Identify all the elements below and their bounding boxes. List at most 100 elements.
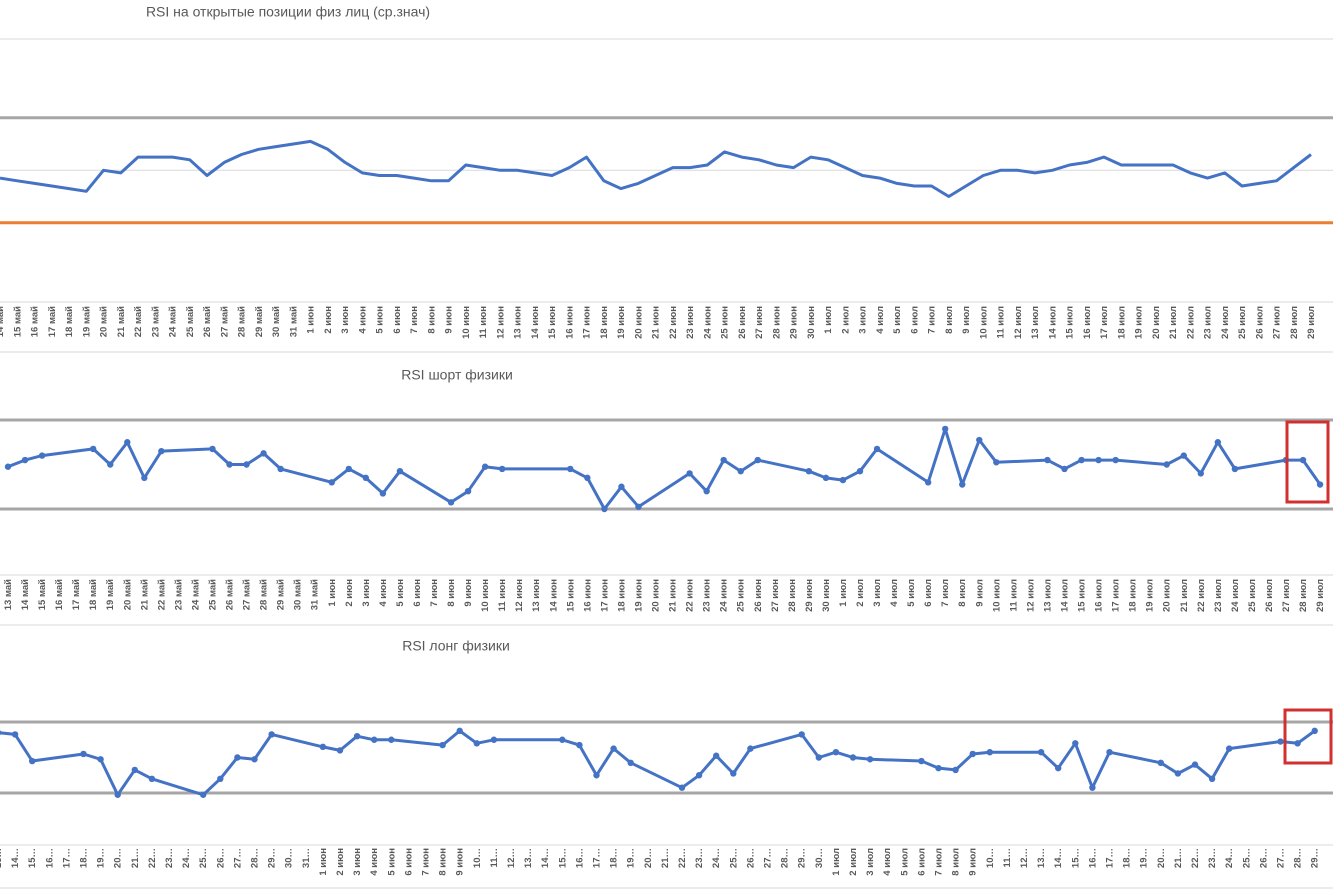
data-point <box>1037 748 1045 756</box>
data-point <box>918 757 925 765</box>
x-tick-label: 31 май <box>310 579 321 610</box>
data-point <box>319 743 327 751</box>
chart-title: RSI шорт физики <box>401 367 513 383</box>
x-tick-label: 10… <box>472 848 483 868</box>
x-tick-label: 10 июл <box>978 306 989 339</box>
x-tick-label: 21 июл <box>1168 306 1179 339</box>
x-tick-label: 24 июл <box>1220 306 1231 339</box>
data-point <box>1157 759 1165 767</box>
data-point <box>1208 775 1216 782</box>
data-point <box>97 756 104 763</box>
x-tick-label: 13… <box>523 848 534 868</box>
x-tick-label: 12 июн <box>495 306 506 339</box>
x-tick-label: 28… <box>780 848 791 868</box>
data-point <box>29 757 36 765</box>
x-tick-label: 16 июн <box>582 579 593 612</box>
x-tick-label: 18 июл <box>1116 306 1127 339</box>
x-tick-label: 18 май <box>88 579 99 610</box>
data-point <box>610 745 617 752</box>
x-tick-label: 24 май <box>168 306 179 337</box>
x-tick-label: 13 июл <box>1030 306 1041 339</box>
x-tick-label: 2 июл <box>848 848 859 876</box>
x-tick-label: 5 июл <box>892 306 903 334</box>
data-point <box>567 465 574 473</box>
data-point <box>720 456 727 464</box>
data-point <box>251 756 258 763</box>
x-tick-label: 27 июн <box>754 306 765 339</box>
data-point <box>498 465 506 473</box>
data-point <box>584 474 591 482</box>
data-point <box>1061 465 1068 473</box>
x-tick-label: 10 июл <box>991 579 1002 612</box>
data-point <box>277 465 284 473</box>
x-tick-label: 16 июл <box>1082 306 1093 339</box>
x-tick-label: 30 июн <box>806 306 817 339</box>
x-tick-label: 5 июн <box>375 306 386 334</box>
data-point <box>747 745 754 752</box>
data-point <box>993 459 1000 466</box>
x-tick-label: 22… <box>1190 848 1201 868</box>
data-point <box>969 750 976 758</box>
x-tick-label: 7 июл <box>940 579 951 607</box>
x-tick-label: 8 июн <box>426 306 437 334</box>
data-point <box>798 731 805 738</box>
data-point <box>260 450 267 457</box>
x-tick-label: 1 июн <box>327 579 338 607</box>
x-tick-label: 27 июн <box>770 579 781 612</box>
data-point <box>447 499 455 506</box>
data-point <box>959 481 966 488</box>
x-tick-label: 26 июл <box>1264 579 1275 612</box>
x-tick-label: 15 июл <box>1077 579 1088 612</box>
x-tick-label: 19 май <box>105 579 116 610</box>
x-tick-label: 26… <box>1258 848 1269 868</box>
x-tick-label: 28 май <box>237 306 248 337</box>
data-point <box>268 731 275 738</box>
x-tick-label: 23… <box>164 848 175 868</box>
x-tick-label: 16… <box>574 848 585 868</box>
data-point <box>148 775 156 782</box>
x-tick-label: 29… <box>1310 848 1321 868</box>
x-tick-label: 8 июл <box>944 306 955 334</box>
x-tick-label: 11 июн <box>478 306 489 339</box>
x-tick-label: 14… <box>540 848 551 868</box>
x-tick-label: 30… <box>284 848 295 868</box>
data-point <box>703 488 710 495</box>
data-point <box>635 503 642 510</box>
x-tick-label: 18… <box>609 848 620 868</box>
data-point <box>1078 456 1085 464</box>
x-tick-label: 5 июл <box>899 848 910 876</box>
x-tick-label: 7 июн <box>409 306 420 334</box>
x-tick-label: 21 июн <box>668 579 679 612</box>
x-tick-label: 30… <box>814 848 825 868</box>
data-point <box>200 791 207 798</box>
x-tick-label: 27… <box>763 848 774 868</box>
x-tick-label: 14 май <box>20 579 31 610</box>
x-tick-label: 22 май <box>156 579 167 610</box>
x-tick-label: 11… <box>1002 848 1013 868</box>
x-tick-label: 6 июл <box>909 306 920 334</box>
data-point <box>80 750 87 758</box>
x-tick-label: 27… <box>1276 848 1287 868</box>
x-tick-label: 4 июл <box>875 306 886 334</box>
x-tick-label: 14 июл <box>1047 306 1058 339</box>
x-tick-label: 23 июн <box>702 579 713 612</box>
data-point <box>627 759 634 767</box>
x-tick-label: 13… <box>1036 848 1047 868</box>
x-tick-label: 20… <box>643 848 654 868</box>
data-point <box>396 467 404 475</box>
x-tick-label: 16 май <box>54 579 65 610</box>
x-tick-label: 1 июн <box>318 848 329 876</box>
data-point <box>481 463 489 470</box>
data-point <box>1197 470 1205 477</box>
x-tick-label: 1 июл <box>831 848 842 876</box>
x-tick-label: 28 июл <box>1298 579 1309 612</box>
data-point <box>754 456 761 464</box>
x-tick-label: 6 июн <box>392 306 403 334</box>
x-tick-label: 9 июн <box>444 306 455 334</box>
x-tick-label: 29 июн <box>789 306 800 339</box>
data-point <box>952 766 959 774</box>
x-tick-label: 17… <box>61 848 72 868</box>
x-tick-label: 23… <box>1207 848 1218 868</box>
